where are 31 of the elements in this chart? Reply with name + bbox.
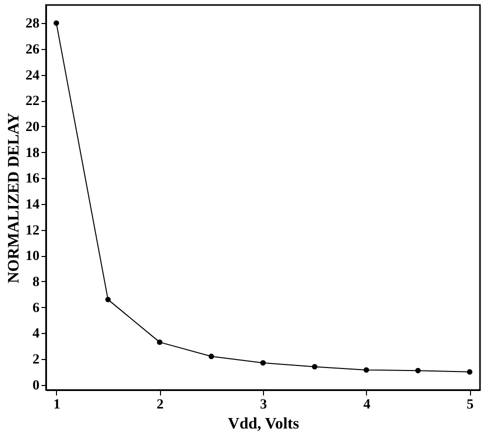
- point: [260, 360, 266, 366]
- point: [208, 354, 214, 360]
- y-tick-label: 2: [32, 352, 40, 368]
- y-tick-label: 12: [26, 223, 40, 238]
- y-tick-label: 18: [26, 146, 40, 161]
- y-tick-label: 24: [26, 68, 40, 84]
- y-tick-label: 28: [26, 16, 40, 32]
- x-tick-label: 4: [363, 398, 370, 412]
- y-tick-label: 4: [32, 326, 40, 342]
- point: [466, 369, 472, 375]
- y-axis-title: NORMALIZED DELAY: [6, 112, 22, 284]
- point: [156, 339, 162, 345]
- y-tick-label: 14: [26, 197, 40, 212]
- y-tick-label: 26: [26, 42, 40, 58]
- point: [312, 364, 318, 370]
- y-tick-label: 6: [32, 300, 40, 316]
- y-tick-label: 16: [26, 172, 40, 187]
- y-tick-label: 20: [26, 120, 40, 135]
- x-tick-label: 3: [260, 398, 267, 412]
- x-tick-label: 1: [53, 398, 60, 412]
- y-tick-label: 10: [26, 249, 40, 264]
- point: [105, 296, 111, 302]
- y-tick-label: 0: [32, 378, 40, 394]
- x-axis-title: Vdd, Volts: [228, 416, 300, 432]
- x-tick-label: 2: [156, 398, 164, 412]
- y-tick-label: 8: [32, 274, 40, 290]
- point: [415, 368, 421, 374]
- x-tick-label: 5: [466, 398, 474, 412]
- y-tick-label: 22: [26, 94, 40, 110]
- point: [364, 367, 370, 373]
- point: [54, 20, 60, 26]
